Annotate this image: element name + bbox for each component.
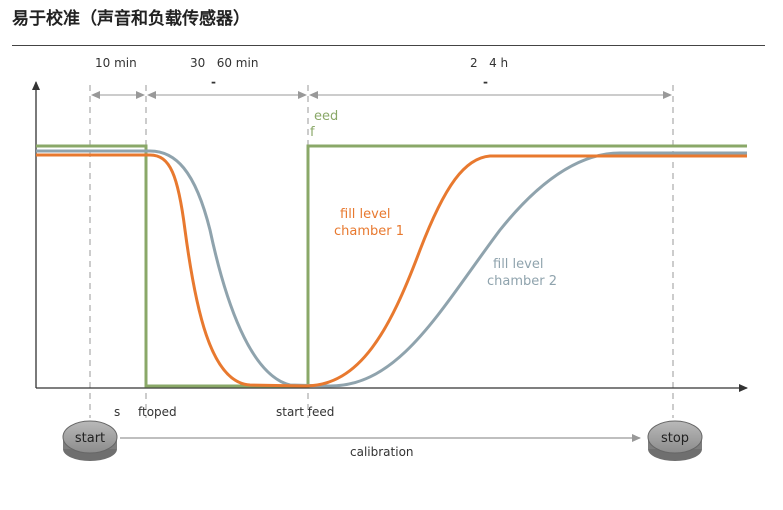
start-button[interactable]: start: [62, 420, 118, 461]
timing-dash-2-4h: -: [483, 75, 488, 89]
timing-label-2-4h: 2 4 h: [470, 56, 508, 70]
start-feed-label: start feed: [276, 405, 334, 419]
chamber-1-label-line1: fill level: [340, 207, 390, 222]
chamber-1-label-line2: chamber 1: [334, 224, 404, 239]
chamber-2-label-line2: chamber 2: [487, 274, 557, 289]
start-button-label: start: [75, 431, 105, 446]
axes: [32, 81, 748, 392]
feed-line: [36, 144, 747, 388]
stop-button-label: stop: [661, 431, 689, 446]
fill-level-chamber-1-curve: [36, 153, 747, 388]
fill-level-chamber-2-curve: [36, 149, 747, 388]
guide-lines: [89, 85, 674, 418]
page-title: 易于校准（声音和负载传感器）: [12, 9, 250, 29]
feed-label-line1: eed: [314, 109, 338, 124]
feed-label-line2: f: [310, 125, 315, 140]
timing-dash-30-60min: -: [211, 75, 216, 89]
stop-feed-label-b: ftoped: [138, 405, 177, 419]
stop-button[interactable]: stop: [647, 420, 703, 461]
calibration-label: calibration: [350, 445, 414, 459]
title-divider: [12, 45, 765, 46]
timing-label-30-60min: 30 60 min: [190, 56, 258, 70]
stop-feed-label-a: s: [114, 405, 120, 419]
chamber-2-label-line1: fill level: [493, 257, 543, 272]
timing-label-10min: 10 min: [95, 56, 137, 70]
